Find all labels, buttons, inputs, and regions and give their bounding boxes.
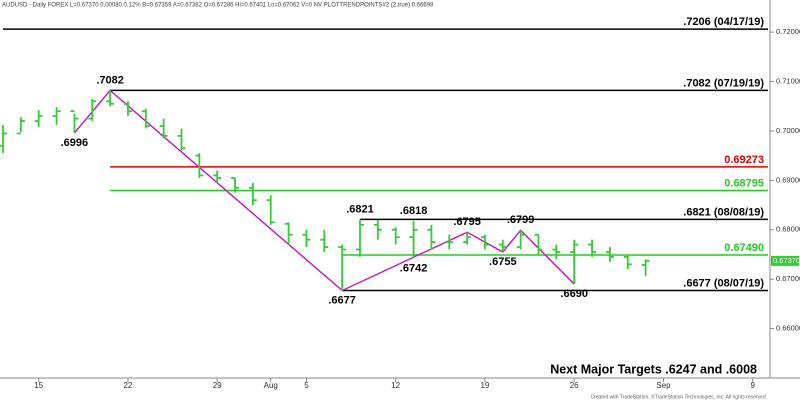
pivot-label: .6755: [489, 256, 517, 268]
pivot-label: .6690: [560, 288, 588, 300]
level-label: .7206 (04/17/19): [683, 16, 764, 28]
target-note: Next Major Targets .6247 and .6008: [550, 362, 757, 376]
footer: Created with TradeStation. ©TradeStation…: [590, 393, 767, 400]
pivot-label: .6821: [346, 203, 374, 215]
last-price-tag: [771, 255, 799, 266]
x-tick-label: 29: [213, 381, 222, 390]
level-label: .6821 (08/08/19): [683, 206, 764, 218]
x-tick-label: 9: [750, 381, 755, 390]
pivot-label: .7082: [96, 74, 124, 86]
x-tick-label: Aug: [264, 381, 278, 390]
level-label: 0.67490: [724, 242, 764, 254]
x-tick-label: 22: [123, 381, 132, 390]
level-label: 0.68795: [724, 177, 764, 189]
level-label: 0.69273: [724, 154, 764, 166]
x-tick-label: 12: [391, 381, 400, 390]
x-tick-label: 26: [570, 381, 579, 390]
level-label: .6677 (08/07/19): [683, 277, 764, 289]
header: AUDUSD - Daily FOREX L=0.67370 0.00080 0…: [2, 3, 434, 9]
last-price-label: 0.67370: [773, 256, 800, 265]
x-tick-label: 19: [480, 381, 489, 390]
pivot-label: .6742: [400, 262, 428, 274]
y-tick-label: 0.72000: [776, 27, 800, 36]
pivot-label: .6795: [453, 216, 481, 228]
pivot-label: .6799: [507, 214, 535, 226]
x-tick-label: Sep: [656, 381, 671, 390]
x-tick-label: 5: [304, 381, 309, 390]
x-tick-label: 15: [34, 381, 43, 390]
pivot-label: .6818: [400, 205, 428, 217]
pivot-label: .6996: [61, 137, 89, 149]
level-label: .7082 (07/19/19): [683, 77, 764, 89]
pivot-label: .6677: [328, 294, 356, 306]
